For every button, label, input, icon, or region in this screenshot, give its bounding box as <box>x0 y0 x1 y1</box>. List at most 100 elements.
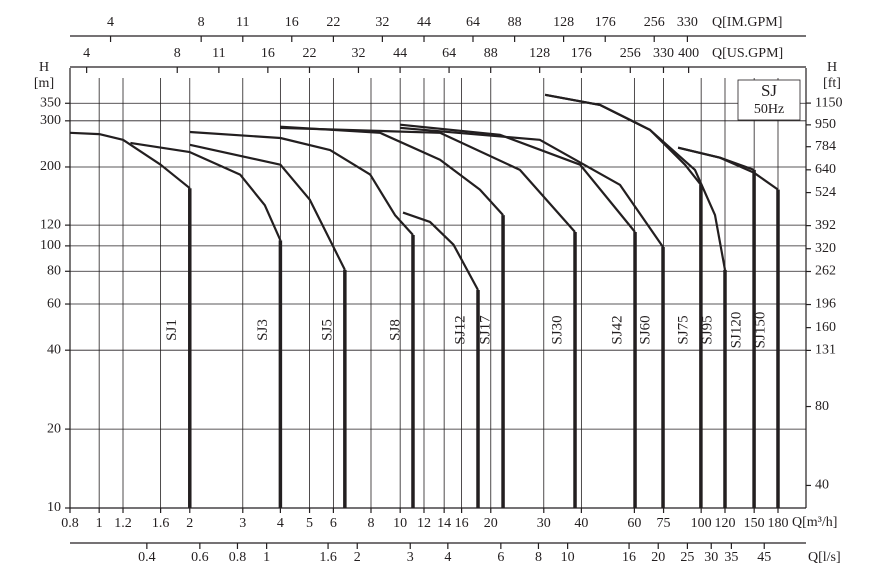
y2-tick-label: 262 <box>815 264 836 279</box>
extra-axis-tick-label: 176 <box>595 15 616 30</box>
x-tick-label: 180 <box>767 516 788 531</box>
extra-axis-tick-label: 88 <box>508 15 522 30</box>
extra-axis-tick-label: 32 <box>375 15 389 30</box>
y-axis-unit: [m] <box>34 76 54 91</box>
pump-curve <box>400 123 636 233</box>
extra-axis-tick-label: 0.6 <box>191 550 209 565</box>
y2-tick-label: 160 <box>815 320 836 335</box>
y-tick-label: 300 <box>40 113 61 128</box>
x-tick-label: 100 <box>691 516 712 531</box>
extra-axis-tick-label: 8 <box>535 550 542 565</box>
x-tick-label: 16 <box>455 516 469 531</box>
extra-axis-tick-label: 4 <box>444 550 451 565</box>
series-label: SJ3 <box>255 319 271 341</box>
x-tick-label: 0.8 <box>61 516 79 531</box>
grid: 1020406080100120200300350408013116019626… <box>40 15 842 565</box>
x-tick-label: 40 <box>574 516 588 531</box>
extra-axis-tick-label: 10 <box>561 550 575 565</box>
marks: SJ1 SJ3 SJ5 SJ8 SJ12 SJ17 SJ30 SJ42 SJ60 SJ75 SJ95… <box>69 93 780 508</box>
y-tick-label: 120 <box>40 217 61 232</box>
y-tick-label: 60 <box>47 296 61 311</box>
y2-tick-label: 1150 <box>815 95 842 110</box>
pump-curve <box>130 141 282 241</box>
x-tick-label: 1 <box>96 516 103 531</box>
extra-axis-tick-label: 88 <box>484 46 498 61</box>
y2-tick-label: 784 <box>815 139 836 154</box>
extra-axis-tick-label: 4 <box>83 46 90 61</box>
x-tick-label: 14 <box>437 516 451 531</box>
series-label: SJ17 <box>477 315 493 345</box>
y2-tick-label: 80 <box>815 399 829 414</box>
extra-axis-tick-label: 25 <box>680 550 694 565</box>
extra-axis-tick-label: 44 <box>417 15 431 30</box>
extra-axis-tick-label: 0.4 <box>138 550 156 565</box>
y2-tick-label: 131 <box>815 343 836 358</box>
y2-tick-label: 524 <box>815 185 836 200</box>
y2-axis-label: H <box>827 60 837 75</box>
extra-axis-label: Q[IM.GPM] <box>712 15 782 30</box>
extra-axis-tick-label: 11 <box>212 46 225 61</box>
extra-axis-tick-label: 3 <box>407 550 414 565</box>
series-label: SJ12 <box>452 315 468 344</box>
title-box <box>737 79 801 121</box>
pump-curve <box>544 93 727 271</box>
extra-axis-tick-label: 16 <box>285 15 299 30</box>
pump-curve <box>189 143 346 271</box>
series-label: SJ30 <box>549 315 565 344</box>
x-tick-label: 8 <box>367 516 374 531</box>
extra-axis-tick-label: 8 <box>174 46 181 61</box>
extra-axis-tick-label: 64 <box>442 46 456 61</box>
series-label: SJ95 <box>699 315 715 344</box>
series-label: SJ8 <box>387 319 403 341</box>
extra-axis-tick-label: 330 <box>677 15 698 30</box>
y2-axis-unit: [ft] <box>823 76 841 91</box>
y-tick-label: 10 <box>47 500 61 515</box>
series-label: SJ60 <box>637 315 653 344</box>
extra-axis-tick-label: 1.6 <box>319 550 337 565</box>
extra-axis-tick-label: 22 <box>302 46 316 61</box>
extra-axis-tick-label: 16 <box>622 550 636 565</box>
pump-curve <box>69 131 191 190</box>
extra-axis-tick-label: 176 <box>571 46 592 61</box>
extra-axis-tick-label: 4 <box>107 15 114 30</box>
x-axis-label: Q[m³/h] <box>792 515 837 530</box>
extra-axis-tick-label: 128 <box>529 46 550 61</box>
series-label: SJ1 <box>164 319 180 341</box>
extra-axis-tick-label: 44 <box>393 46 407 61</box>
y-axis-label: H <box>39 60 49 75</box>
extra-axis-tick-label: 35 <box>724 550 738 565</box>
extra-axis-label: Q[l/s] <box>808 550 841 565</box>
y2-tick-label: 950 <box>815 117 836 132</box>
x-tick-label: 30 <box>537 516 551 531</box>
extra-axis-tick-label: 1 <box>263 550 270 565</box>
x-tick-label: 120 <box>714 516 735 531</box>
x-tick-label: 75 <box>657 516 671 531</box>
y2-tick-label: 392 <box>815 218 836 233</box>
extra-axis-tick-label: 45 <box>757 550 771 565</box>
x-tick-label: 1.6 <box>152 516 170 531</box>
extra-axis-tick-label: 11 <box>236 15 249 30</box>
extra-axis-tick-label: 20 <box>651 550 665 565</box>
extra-axis-tick-label: 6 <box>497 550 504 565</box>
pump-curve <box>677 146 779 191</box>
x-tick-label: 20 <box>484 516 498 531</box>
x-tick-label: 1.2 <box>114 516 132 531</box>
extra-axis-tick-label: 128 <box>553 15 574 30</box>
series-label: SJ150 <box>752 312 768 349</box>
chart-title: SJ <box>761 81 777 100</box>
x-tick-label: 12 <box>417 516 431 531</box>
x-tick-label: 10 <box>393 516 407 531</box>
y-tick-label: 200 <box>40 159 61 174</box>
extra-axis-tick-label: 400 <box>678 46 699 61</box>
series-label: SJ42 <box>609 315 625 344</box>
x-tick-label: 4 <box>277 516 284 531</box>
extra-axis-tick-label: 64 <box>466 15 480 30</box>
y-tick-label: 350 <box>40 95 61 110</box>
x-tick-label: 2 <box>186 516 193 531</box>
extra-axis-tick-label: 22 <box>326 15 340 30</box>
extra-axis-tick-label: 32 <box>351 46 365 61</box>
series-label: SJ5 <box>319 319 335 341</box>
y-tick-label: 40 <box>47 342 61 357</box>
pump-curve <box>280 126 576 233</box>
series-label: SJ120 <box>729 312 745 349</box>
